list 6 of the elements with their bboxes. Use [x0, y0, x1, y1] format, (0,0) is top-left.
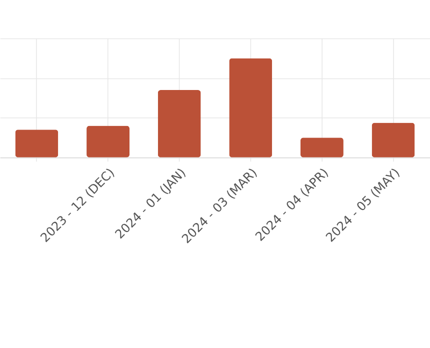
- bar: [300, 138, 344, 158]
- bar: [372, 122, 415, 158]
- bar: [15, 130, 58, 158]
- bar: [158, 90, 201, 158]
- bar: [229, 58, 272, 158]
- bar: [86, 126, 130, 158]
